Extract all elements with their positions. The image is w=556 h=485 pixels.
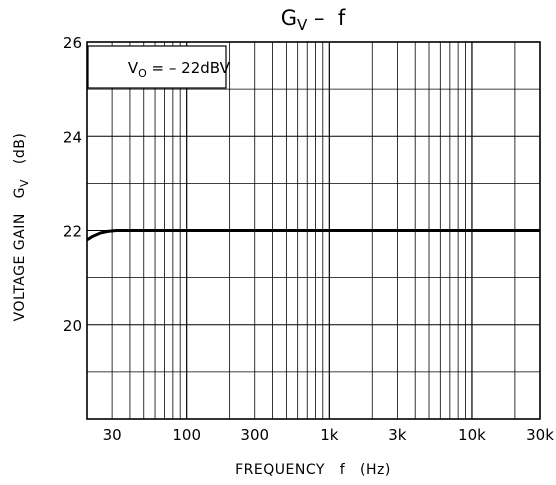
x-axis-label: FREQUENCY f (Hz) bbox=[235, 462, 391, 478]
annotation-box bbox=[87, 45, 227, 89]
x-tick-label: 100 bbox=[172, 426, 201, 444]
plot-frame bbox=[86, 41, 541, 420]
x-tick-label: 300 bbox=[240, 426, 269, 444]
x-tick-label: 30 bbox=[103, 426, 122, 444]
x-tick-label: 30k bbox=[526, 426, 554, 444]
y-tick-label: 20 bbox=[63, 317, 82, 335]
y-tick-label: 26 bbox=[63, 34, 82, 52]
y-axis-label: VOLTAGE GAIN GV (dB) bbox=[12, 118, 31, 346]
series-group bbox=[86, 229, 540, 242]
gain-series-line bbox=[86, 229, 540, 242]
annotation-text: VO = – 22dBV bbox=[104, 59, 244, 80]
x-tick-label: 10k bbox=[458, 426, 486, 444]
chart-title: GV – f bbox=[281, 6, 346, 34]
x-tick-label: 3k bbox=[388, 426, 407, 444]
y-tick-label: 22 bbox=[63, 223, 82, 241]
y-tick-label: 24 bbox=[63, 128, 82, 146]
tick-labels: 30 100 300 1k 3k 10k 30k 20 22 24 26 bbox=[63, 34, 554, 444]
x-tick-label: 1k bbox=[320, 426, 339, 444]
